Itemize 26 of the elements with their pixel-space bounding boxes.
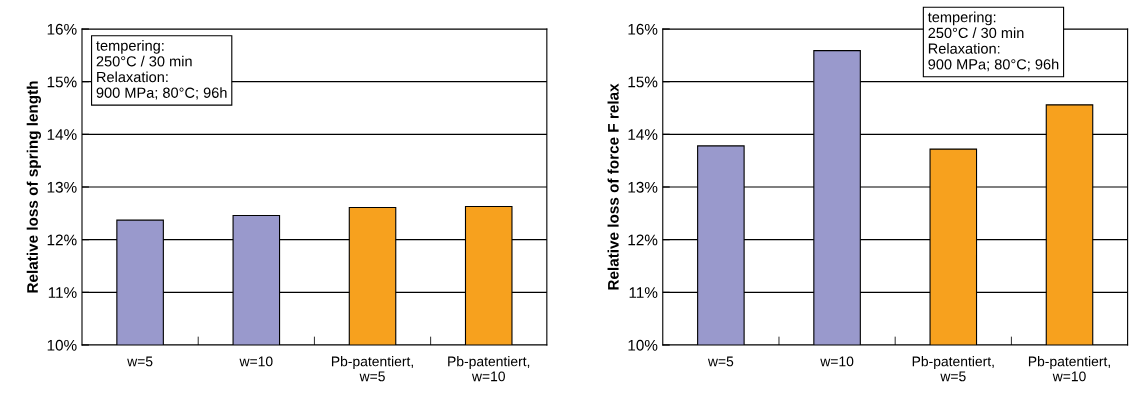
y-tick-label: 15% [628,76,658,88]
x-tick-label: w=10 [820,356,854,367]
x-tick-label: w=5 [707,356,734,367]
x-tick-label: Pb-patentiert, w=5 [912,356,994,382]
x-tick-label: w=10 [239,356,273,367]
x-tick-label: Pb-patentiert, w=5 [331,356,413,382]
y-tick-label: 12% [628,234,658,246]
y-tick-label: 10% [47,339,77,351]
y-axis-title: Relative loss of force F relax [607,83,619,290]
y-tick-label: 12% [47,234,77,246]
y-tick-label: 13% [628,181,658,193]
x-tick-label: Pb-patentiert, w=10 [448,356,530,382]
annotation: tempering: 250°C / 30 min Relaxation: 900 MPa; 80°C; 96h [927,11,1059,72]
x-tick-label: Pb-patentiert, w=10 [1028,356,1110,382]
y-tick-label: 16% [628,23,658,35]
y-tick-label: 10% [628,339,658,351]
x-tick-label: w=5 [127,356,153,367]
y-tick-label: 13% [47,181,77,193]
y-tick-label: 11% [48,287,77,298]
y-tick-label: 14% [47,129,77,140]
y-tick-label: 11% [629,287,658,298]
y-tick-label: 15% [47,76,77,88]
y-tick-label: 14% [628,129,658,140]
y-axis-title: Relative loss of spring length [26,81,41,293]
y-tick-label: 16% [47,23,77,35]
annotation: tempering: 250°C / 30 min Relaxation: 900 MPa; 80°C; 96h [96,40,227,100]
